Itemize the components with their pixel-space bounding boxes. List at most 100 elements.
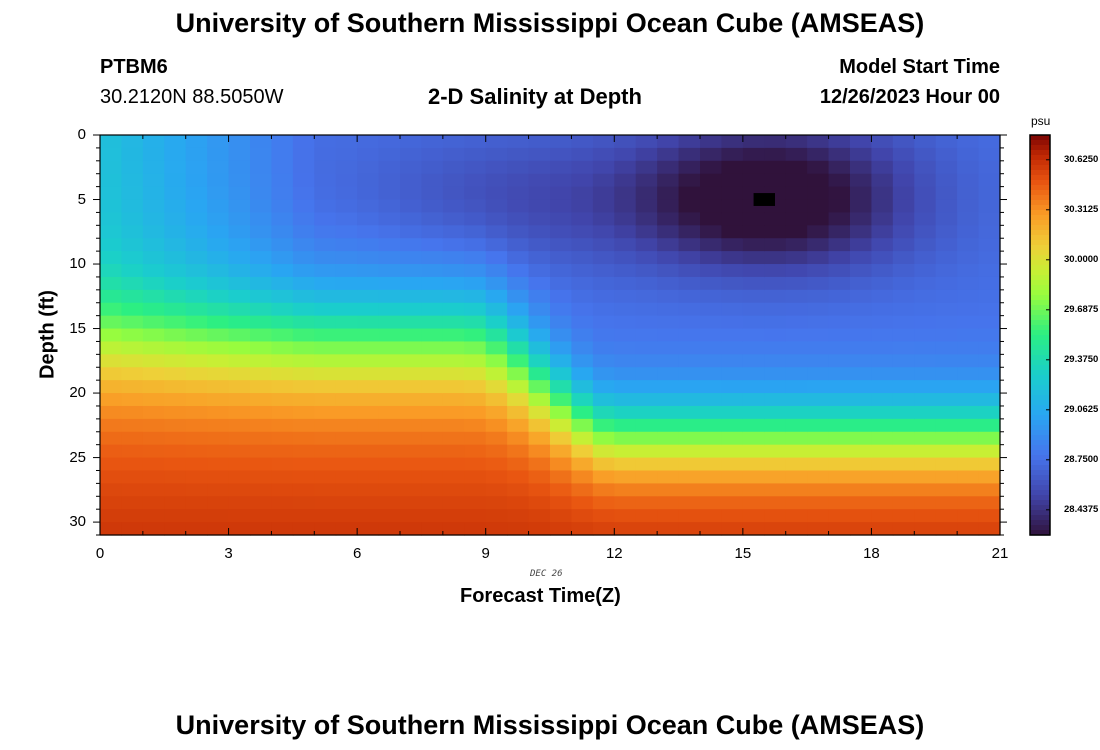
heatmap-cell — [871, 509, 894, 523]
heatmap-cell — [892, 173, 915, 188]
heatmap-cell — [721, 173, 744, 188]
heatmap-cell — [528, 341, 551, 355]
heatmap-cell — [357, 444, 380, 459]
heatmap-cell — [378, 160, 401, 175]
heatmap-cell — [121, 431, 144, 446]
heatmap-cell — [100, 225, 123, 239]
heatmap-cell — [700, 289, 723, 304]
heatmap-cell — [164, 251, 187, 265]
date-label: DEC 26 — [530, 569, 563, 579]
heatmap-cell — [871, 328, 894, 343]
heatmap-cell — [871, 341, 894, 355]
heatmap-cell — [335, 405, 358, 420]
heatmap-cell — [592, 147, 615, 162]
x-tick-label: 0 — [95, 545, 105, 562]
heatmap-cell — [657, 496, 680, 510]
heatmap-cell — [785, 431, 808, 446]
heatmap-cell — [807, 160, 830, 175]
heatmap-cell — [142, 225, 165, 239]
heatmap-cell — [400, 393, 423, 407]
heatmap-cell — [914, 186, 937, 201]
heatmap-cell — [828, 496, 851, 510]
heatmap-cell — [400, 199, 423, 214]
heatmap-cell — [464, 341, 487, 355]
heatmap-cell — [871, 522, 894, 536]
heatmap-cell — [142, 276, 165, 291]
y-tick-label: 10 — [69, 255, 86, 273]
heatmap-cell — [892, 444, 915, 459]
heatmap-cell — [357, 418, 380, 433]
heatmap-cell — [207, 302, 230, 317]
heatmap-cell — [978, 470, 1001, 484]
heatmap-cell — [764, 496, 787, 510]
heatmap-cell — [207, 147, 230, 162]
heatmap-cell — [528, 212, 551, 226]
heatmap-cell — [271, 302, 294, 317]
heatmap-cell — [978, 302, 1001, 317]
heatmap-cell — [678, 238, 701, 252]
heatmap-cell — [250, 289, 273, 304]
heatmap-cell — [571, 328, 594, 343]
heatmap-cell — [635, 341, 658, 355]
heatmap-cell — [185, 276, 208, 291]
heatmap-cell — [550, 199, 573, 214]
colorbar-segment — [1030, 270, 1050, 276]
colorbar-segment — [1030, 225, 1050, 231]
heatmap-cell — [957, 225, 980, 239]
heatmap-cell — [507, 405, 530, 420]
heatmap-cell — [378, 315, 401, 330]
heatmap-cell — [550, 135, 573, 149]
heatmap-cell — [228, 444, 251, 459]
heatmap-cell — [335, 212, 358, 226]
heatmap-cell — [657, 264, 680, 278]
heatmap-cell — [700, 276, 723, 291]
heatmap-cell — [507, 354, 530, 368]
heatmap-cell — [442, 380, 465, 394]
heatmap-cell — [271, 173, 294, 188]
heatmap-cell — [614, 418, 637, 433]
heatmap-cell — [485, 315, 508, 330]
heatmap-cell — [421, 225, 444, 239]
heatmap-cell — [935, 160, 958, 175]
heatmap-cell — [614, 173, 637, 188]
colorbar-segment — [1030, 410, 1050, 416]
heatmap-cell — [957, 444, 980, 459]
heatmap-cell — [142, 496, 165, 510]
heatmap-cell — [871, 483, 894, 497]
heatmap-cell — [357, 251, 380, 265]
heatmap-cell — [657, 186, 680, 201]
heatmap-cell — [314, 315, 337, 330]
heatmap-cell — [957, 354, 980, 368]
heatmap-cell — [185, 238, 208, 252]
heatmap-cell — [678, 470, 701, 484]
heatmap-cell — [335, 393, 358, 407]
heatmap-cell — [250, 393, 273, 407]
heatmap-cell — [742, 354, 765, 368]
heatmap-cell — [978, 251, 1001, 265]
heatmap-cell — [357, 238, 380, 252]
heatmap-cell — [314, 251, 337, 265]
colorbar-segment — [1030, 200, 1050, 206]
heatmap-cell — [292, 199, 315, 214]
heatmap-cell — [400, 302, 423, 317]
heatmap-cell — [742, 225, 765, 239]
heatmap-cell — [592, 457, 615, 472]
heatmap-cell — [507, 496, 530, 510]
heatmap-cell — [657, 135, 680, 149]
heatmap-cell — [314, 186, 337, 201]
heatmap-cell — [185, 289, 208, 304]
x-tick-label: 3 — [224, 545, 233, 562]
y-tick-label: 25 — [69, 448, 86, 466]
heatmap-cell — [892, 186, 915, 201]
heatmap-cell — [935, 470, 958, 484]
heatmap-cell — [614, 380, 637, 394]
heatmap-cell — [785, 328, 808, 343]
heatmap-cell — [721, 199, 744, 214]
heatmap-cell — [700, 135, 723, 149]
heatmap-cell — [142, 380, 165, 394]
heatmap-cell — [228, 470, 251, 484]
heatmap-cell — [464, 186, 487, 201]
heatmap-cell — [635, 496, 658, 510]
heatmap-cell — [378, 276, 401, 291]
heatmap-cell — [357, 380, 380, 394]
